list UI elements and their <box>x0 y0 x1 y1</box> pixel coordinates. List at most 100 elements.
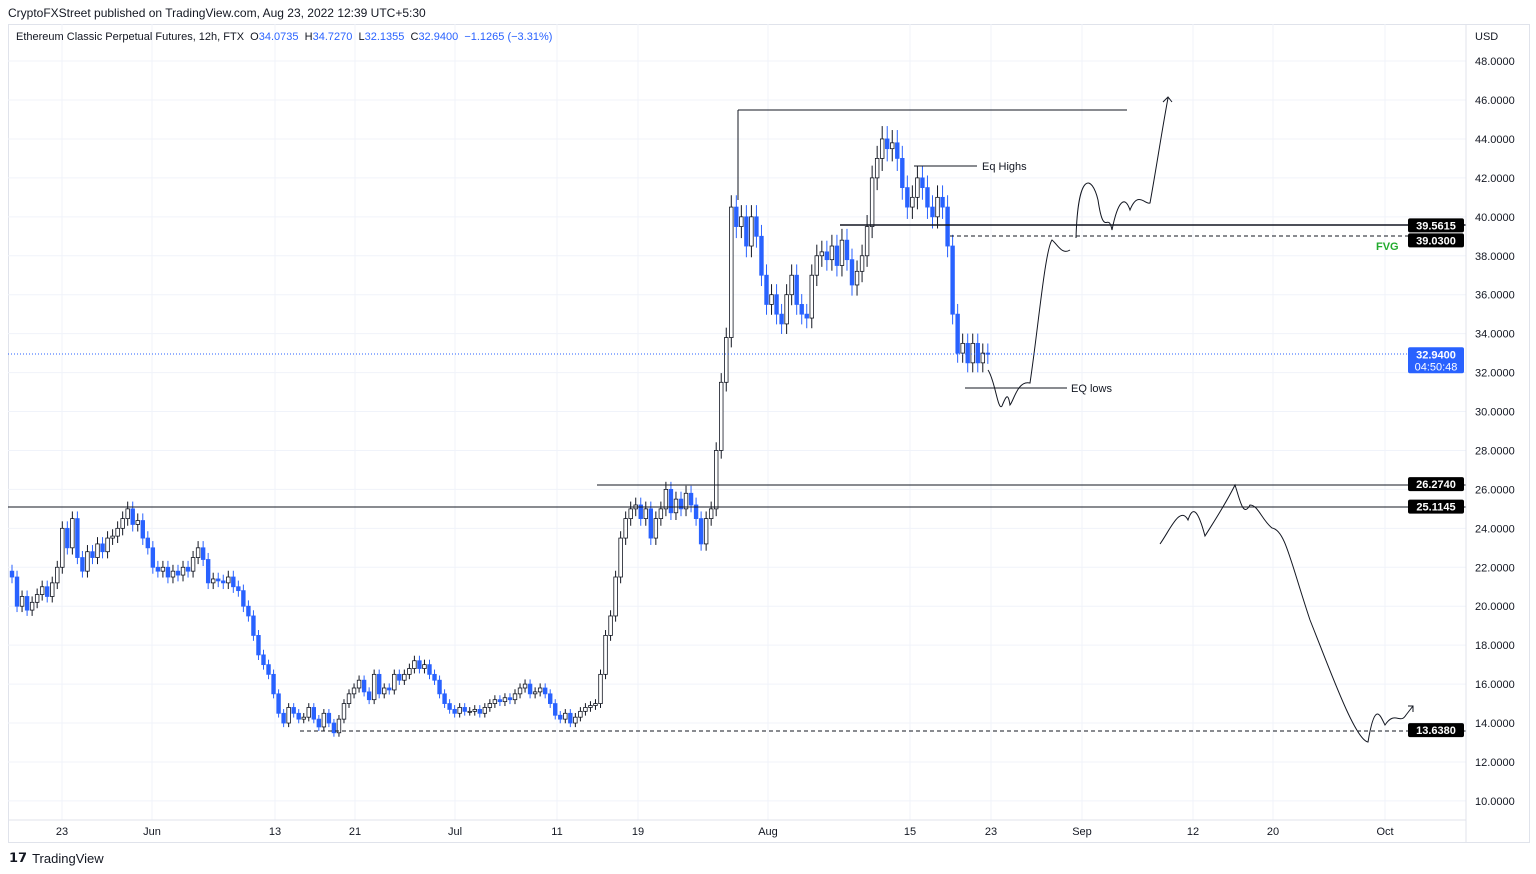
candle-body <box>29 601 35 611</box>
candle <box>241 584 246 613</box>
candle <box>281 709 286 728</box>
candle <box>70 511 75 555</box>
candle <box>286 703 291 728</box>
candle-body <box>412 660 417 669</box>
candle <box>663 481 669 517</box>
candle <box>859 244 865 283</box>
candle <box>75 511 80 565</box>
candle <box>160 560 166 578</box>
candle <box>34 588 40 609</box>
projection-bullish <box>987 96 1173 408</box>
candle-body <box>80 557 85 572</box>
candle <box>653 511 659 545</box>
candle-body <box>135 520 140 525</box>
candle-body <box>487 703 493 708</box>
candle-body <box>14 576 20 607</box>
candle-body <box>236 586 241 592</box>
candle <box>719 373 724 459</box>
candle <box>200 541 206 567</box>
price-label: 13.6380 <box>1408 723 1464 738</box>
candle <box>105 531 110 559</box>
candle-body <box>965 342 970 364</box>
candle <box>497 695 503 707</box>
candle-body <box>130 508 135 525</box>
candle-body <box>266 664 271 675</box>
y-tick-label: 26.0000 <box>1475 484 1515 496</box>
candle <box>744 205 749 258</box>
candle <box>195 541 201 565</box>
fvg-label: FVG <box>1376 241 1399 253</box>
candle-body <box>754 216 759 237</box>
countdown-text: 04:50:48 <box>1415 361 1458 373</box>
candle <box>231 570 236 593</box>
candle-body <box>70 518 75 549</box>
candle-body <box>618 537 623 578</box>
candle-body <box>175 570 181 576</box>
candle-body <box>915 177 920 198</box>
candle <box>412 655 417 674</box>
candle <box>970 333 975 373</box>
x-tick-label: 23 <box>985 826 997 838</box>
candle <box>80 550 85 578</box>
candle <box>814 244 819 287</box>
candle-body <box>859 255 865 272</box>
candle-body <box>849 259 855 286</box>
candle-body <box>658 508 664 520</box>
candle-body <box>165 566 171 578</box>
candle-body <box>387 687 392 691</box>
candle <box>960 333 965 363</box>
candle <box>537 683 543 697</box>
candle-body <box>120 518 125 529</box>
candle-body <box>371 673 377 701</box>
open-value: 34.0735 <box>258 31 299 43</box>
candle <box>477 705 482 718</box>
candle-body <box>45 586 50 597</box>
candle <box>135 513 140 532</box>
candle-body <box>799 304 804 315</box>
time-axis[interactable]: 23 Jun 13 21 Jul 11 19 Aug 15 23 Sep 12 20 Oct <box>56 826 1394 838</box>
candle-body <box>588 705 593 708</box>
candle <box>291 703 296 718</box>
candle <box>975 333 980 373</box>
candle <box>568 709 573 728</box>
open-label: O <box>250 31 259 43</box>
candle <box>628 501 633 526</box>
candle-body <box>678 498 684 510</box>
candle <box>638 497 643 526</box>
candle <box>452 705 457 718</box>
candle-body <box>55 566 60 584</box>
candle <box>879 126 885 171</box>
price-axis[interactable]: 10.0000 12.0000 14.0000 16.0000 18.0000 20.00… <box>1475 56 1515 808</box>
candle <box>226 570 231 590</box>
candle-body <box>296 712 301 720</box>
candle-body <box>407 668 412 675</box>
candle-body <box>719 381 724 451</box>
candle <box>39 580 45 601</box>
candle-body <box>311 707 316 720</box>
candle <box>321 709 327 731</box>
candle-body <box>216 578 221 582</box>
x-tick-label: 21 <box>349 826 361 838</box>
x-tick-label: 12 <box>1187 826 1199 838</box>
candle <box>623 511 628 545</box>
candle <box>447 699 452 714</box>
candle-body <box>568 712 573 724</box>
x-tick-label: Oct <box>1376 826 1393 838</box>
candle-body <box>366 691 372 701</box>
candle <box>216 572 221 588</box>
candle <box>482 703 488 718</box>
candle <box>673 491 679 521</box>
candle <box>387 683 392 695</box>
candle <box>407 663 412 680</box>
candle-body <box>160 566 166 572</box>
candle <box>864 215 870 267</box>
candle-body <box>784 294 789 325</box>
candle <box>110 529 115 545</box>
tradingview-logo[interactable]: 𝟭𝟳 TradingView <box>9 850 104 866</box>
candle-body <box>316 718 322 728</box>
candle-body <box>708 508 714 520</box>
candle-body <box>527 683 533 695</box>
candle <box>915 165 920 210</box>
candle <box>100 537 105 559</box>
